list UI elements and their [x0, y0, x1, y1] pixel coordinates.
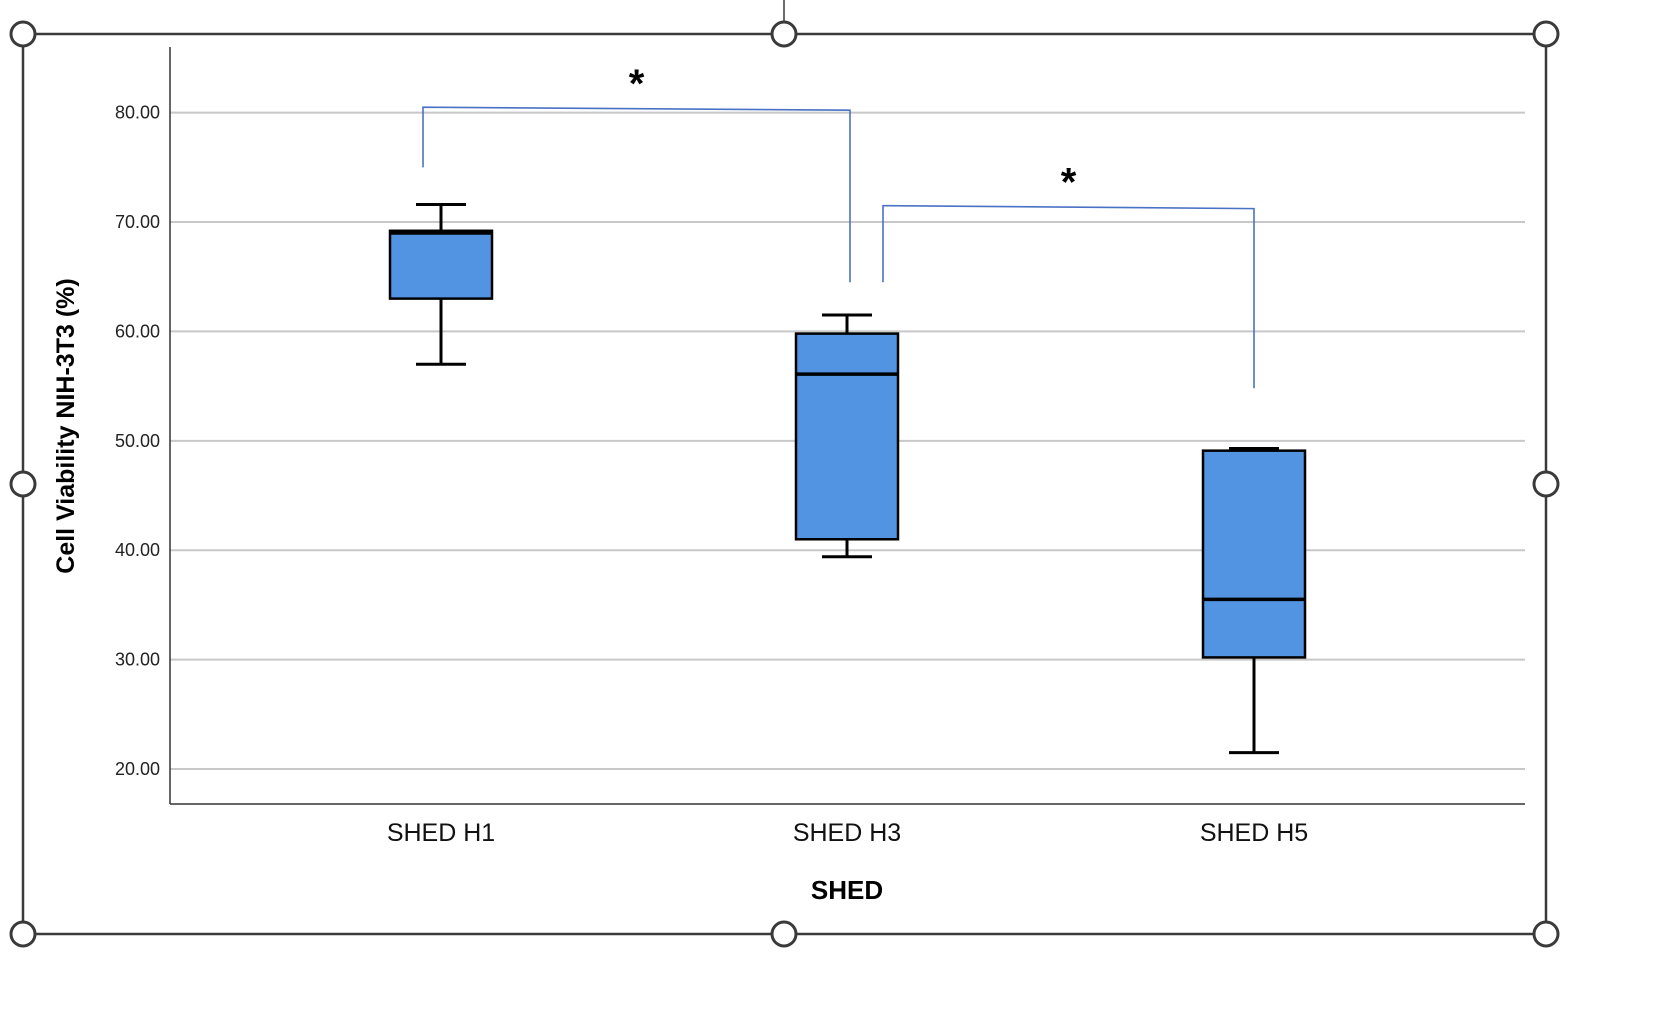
y-tick-label: 20.00	[115, 759, 160, 779]
y-tick-label: 30.00	[115, 650, 160, 670]
y-tick-label: 50.00	[115, 431, 160, 451]
significance-bracket: *	[422, 62, 851, 283]
iqr-box	[794, 332, 900, 541]
x-tick-labels: SHED H1 SHED H3 SHED H5	[387, 819, 1308, 847]
resize-handle[interactable]	[1532, 20, 1560, 48]
bracket-line	[882, 204, 1255, 389]
iqr-box	[388, 229, 494, 300]
bracket-line	[422, 106, 851, 283]
significance-asterisk: *	[1061, 161, 1077, 205]
x-tick-label: SHED H5	[1200, 819, 1308, 847]
box-shed-h5	[1201, 446, 1307, 755]
x-tick-label: SHED H1	[387, 819, 495, 847]
resize-handle[interactable]	[9, 470, 37, 498]
resize-handle[interactable]	[9, 20, 37, 48]
box-shed-h1	[388, 203, 494, 366]
significance-asterisk: *	[629, 62, 645, 106]
x-tick-label: SHED H3	[793, 819, 901, 847]
resize-handle[interactable]	[9, 920, 37, 948]
axes	[169, 47, 1525, 805]
selection-frame[interactable]	[21, 32, 1548, 936]
resize-handle[interactable]	[1532, 470, 1560, 498]
x-axis-label: SHED	[811, 875, 883, 905]
iqr-box	[1201, 449, 1307, 659]
significance-bracket: *	[882, 161, 1255, 389]
y-tick-label: 80.00	[115, 103, 160, 123]
resize-handles[interactable]	[9, 20, 1560, 948]
resize-handle[interactable]	[770, 20, 798, 48]
y-axis-label: Cell Viability NIH-3T3 (%)	[52, 278, 80, 573]
significance-brackets: **	[422, 62, 1255, 389]
y-tick-labels: 80.00 70.00 60.00 50.00 40.00 30.00 20.00	[115, 103, 160, 779]
y-tick-label: 40.00	[115, 540, 160, 560]
resize-handle[interactable]	[1532, 920, 1560, 948]
y-tick-label: 70.00	[115, 212, 160, 232]
resize-handle[interactable]	[770, 920, 798, 948]
box-shed-h3	[794, 313, 900, 559]
y-tick-label: 60.00	[115, 321, 160, 341]
box-series	[388, 203, 1307, 755]
